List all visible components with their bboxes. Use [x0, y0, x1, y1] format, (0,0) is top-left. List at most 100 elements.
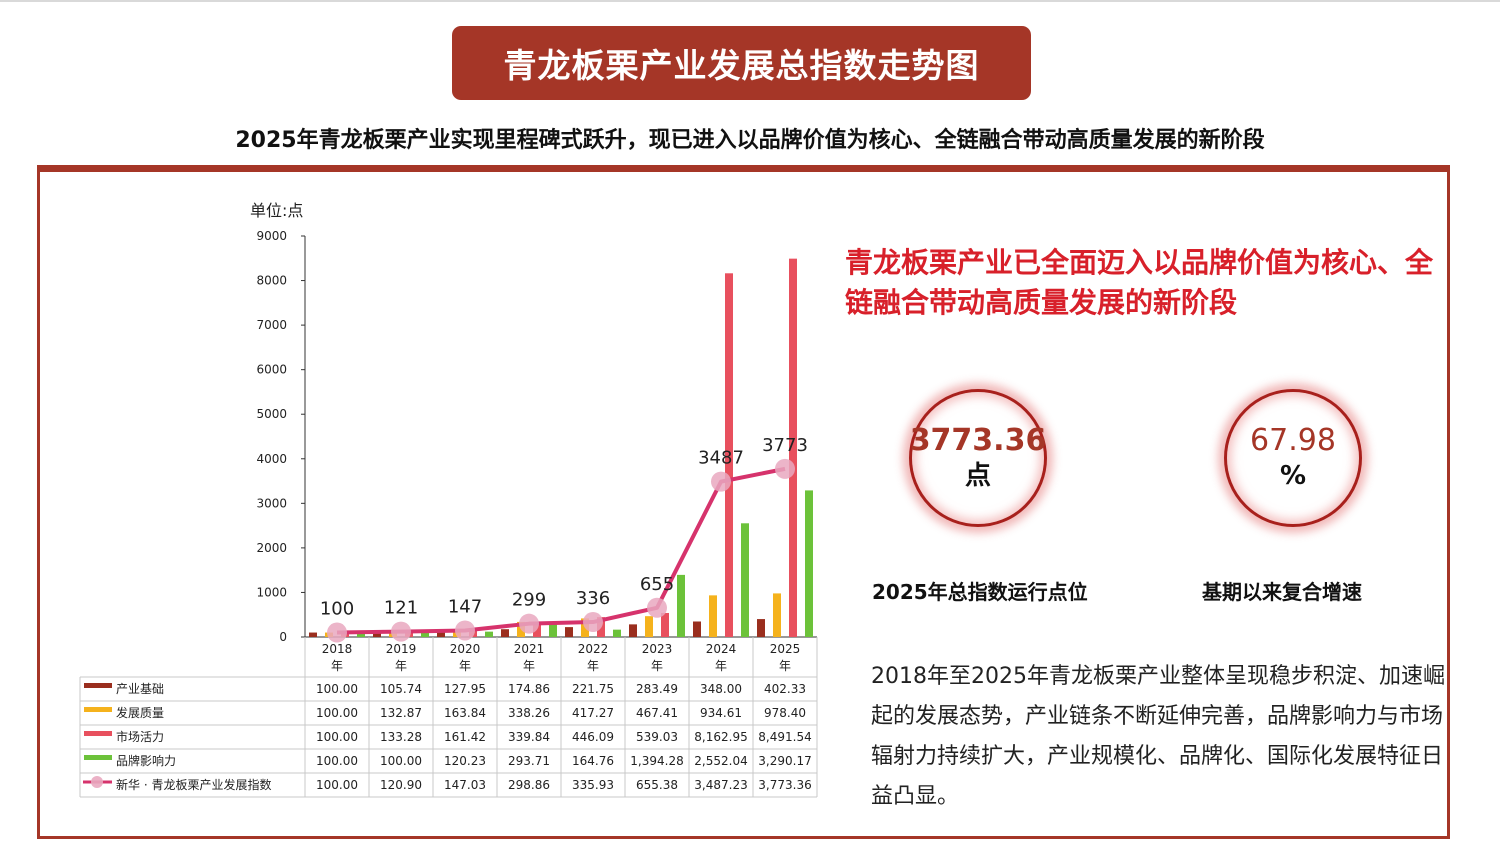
y-tick-label: 8000	[256, 274, 287, 288]
table-value: 655.38	[636, 778, 678, 792]
table-value: 1,394.28	[630, 754, 683, 768]
table-value: 467.41	[636, 706, 678, 720]
table-value: 417.27	[572, 706, 614, 720]
bar	[741, 523, 749, 637]
line-point	[647, 597, 667, 618]
point-label: 299	[512, 590, 546, 611]
table-value: 132.87	[380, 706, 422, 720]
legend-label: 市场活力	[116, 729, 164, 744]
bar	[373, 632, 381, 637]
legend-label: 产业基础	[116, 682, 164, 696]
kpi-growth-rate-label: 基期以来复合增速	[1202, 580, 1362, 604]
point-label: 100	[320, 599, 354, 620]
line-point	[711, 471, 731, 492]
bar	[437, 631, 445, 637]
bar	[309, 632, 317, 637]
bar	[661, 612, 669, 637]
legend-label: 新华 · 青龙板栗产业发展指数	[116, 777, 271, 792]
y-tick-label: 7000	[256, 318, 287, 332]
point-label: 3773	[762, 435, 808, 456]
bar	[789, 258, 797, 637]
point-label: 336	[576, 588, 610, 609]
table-value: 105.74	[380, 682, 422, 696]
table-value: 446.09	[572, 730, 614, 744]
line-point	[583, 612, 603, 633]
y-tick-label: 3000	[256, 496, 287, 510]
y-tick-label: 9000	[256, 229, 287, 243]
table-value: 161.42	[444, 730, 486, 744]
y-tick-label: 2000	[256, 541, 287, 555]
line-point	[455, 620, 475, 641]
table-value: 339.84	[508, 730, 550, 744]
table-value: 100.00	[316, 778, 358, 792]
bar	[501, 629, 509, 637]
table-value: 2,552.04	[694, 754, 747, 768]
kpi-growth-rate-unit: %	[1279, 461, 1307, 491]
bar	[549, 623, 557, 637]
page-title: 青龙板栗产业发展总指数走势图	[452, 26, 1031, 100]
point-label: 121	[384, 598, 418, 619]
table-value: 100.00	[316, 754, 358, 768]
bar	[421, 632, 429, 637]
content-panel	[37, 165, 1450, 839]
category-label: 2023 年	[642, 642, 673, 673]
legend-swatch	[84, 755, 112, 760]
table-value: 100.00	[316, 730, 358, 744]
table-value: 402.33	[764, 682, 806, 696]
table-value: 133.28	[380, 730, 422, 744]
y-tick-label: 5000	[256, 407, 287, 421]
y-tick-label: 6000	[256, 363, 287, 377]
bar	[693, 621, 701, 637]
table-value: 174.86	[508, 682, 550, 696]
table-value: 539.03	[636, 730, 678, 744]
kpi-circle-growth-rate: 67.98 %	[1224, 389, 1362, 527]
table-value: 3,773.36	[758, 778, 811, 792]
table-value: 338.26	[508, 706, 550, 720]
legend-swatch-marker	[91, 776, 103, 788]
table-value: 335.93	[572, 778, 614, 792]
table-value: 221.75	[572, 682, 614, 696]
bar	[565, 627, 573, 637]
category-label: 2022 年	[578, 642, 609, 673]
table-value: 127.95	[444, 682, 486, 696]
table-value: 293.71	[508, 754, 550, 768]
kpi-total-index-value: 3773.36	[909, 423, 1047, 458]
table-value: 100.00	[380, 754, 422, 768]
table-value: 934.61	[700, 706, 742, 720]
y-tick-label: 4000	[256, 452, 287, 466]
bar	[677, 574, 685, 637]
category-label: 2025 年	[770, 642, 801, 673]
table-value: 283.49	[636, 682, 678, 696]
top-divider	[0, 0, 1500, 2]
table-value: 120.23	[444, 754, 486, 768]
legend-label: 发展质量	[116, 705, 164, 720]
table-value: 100.00	[316, 706, 358, 720]
table-value: 120.90	[380, 778, 422, 792]
line-point	[775, 458, 795, 479]
table-value: 8,162.95	[694, 730, 747, 744]
table-value: 3,290.17	[758, 754, 811, 768]
table-value: 147.03	[444, 778, 486, 792]
y-tick-label: 0	[279, 630, 287, 644]
category-label: 2019 年	[386, 642, 417, 673]
category-label: 2018 年	[322, 642, 353, 673]
summary-paragraph: 2018年至2025年青龙板栗产业整体呈现稳步积淀、加速崛起的发展态势，产业链条…	[871, 664, 1445, 809]
table-value: 100.00	[316, 682, 358, 696]
category-label: 2021 年	[514, 642, 545, 673]
bar	[485, 631, 493, 637]
bar	[773, 593, 781, 637]
kpi-circle-total-index: 3773.36 点	[909, 389, 1047, 527]
legend-swatch	[84, 707, 112, 712]
y-tick-label: 1000	[256, 585, 287, 599]
index-line	[336, 466, 786, 635]
kpi-total-index-unit: 点	[964, 461, 991, 491]
y-unit-label: 单位:点	[250, 201, 304, 220]
category-label: 2020 年	[450, 642, 481, 673]
bar	[613, 629, 621, 637]
bar	[357, 632, 365, 637]
line-point	[391, 621, 411, 642]
table-value: 348.00	[700, 682, 742, 696]
table-value: 3,487.23	[694, 778, 747, 792]
point-label: 147	[448, 596, 482, 617]
